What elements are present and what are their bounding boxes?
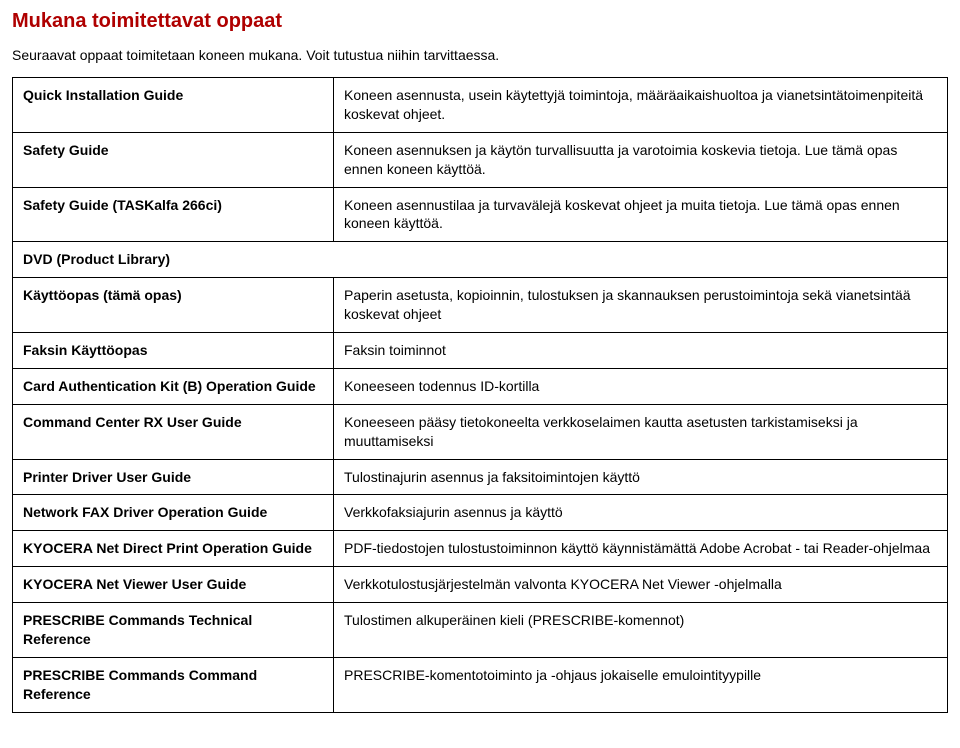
guide-desc: PRESCRIBE-komentotoiminto ja -ohjaus jok…	[334, 657, 948, 712]
guides-table: Quick Installation Guide Koneen asennust…	[12, 77, 948, 713]
page-title: Mukana toimitettavat oppaat	[12, 10, 948, 33]
guide-label: PRESCRIBE Commands Command Reference	[13, 657, 334, 712]
guide-label: Command Center RX User Guide	[13, 404, 334, 459]
table-row: PRESCRIBE Commands Command Reference PRE…	[13, 657, 948, 712]
table-row: Käyttöopas (tämä opas) Paperin asetusta,…	[13, 278, 948, 333]
table-row: Printer Driver User Guide Tulostinajurin…	[13, 459, 948, 495]
guide-desc: PDF-tiedostojen tulostustoiminnon käyttö…	[334, 531, 948, 567]
table-row: KYOCERA Net Viewer User Guide Verkkotulo…	[13, 567, 948, 603]
guide-label: KYOCERA Net Viewer User Guide	[13, 567, 334, 603]
guide-label: Safety Guide (TASKalfa 266ci)	[13, 187, 334, 242]
table-row: Network FAX Driver Operation Guide Verkk…	[13, 495, 948, 531]
section-header-row: DVD (Product Library)	[13, 242, 948, 278]
guide-desc: Verkkotulostusjärjestelmän valvonta KYOC…	[334, 567, 948, 603]
guide-desc: Faksin toiminnot	[334, 333, 948, 369]
guide-label: Quick Installation Guide	[13, 78, 334, 133]
table-row: Card Authentication Kit (B) Operation Gu…	[13, 368, 948, 404]
table-row: Command Center RX User Guide Koneeseen p…	[13, 404, 948, 459]
guide-label: Network FAX Driver Operation Guide	[13, 495, 334, 531]
guide-label: Card Authentication Kit (B) Operation Gu…	[13, 368, 334, 404]
section-header: DVD (Product Library)	[13, 242, 948, 278]
guide-desc: Tulostimen alkuperäinen kieli (PRESCRIBE…	[334, 603, 948, 658]
guide-label: Safety Guide	[13, 132, 334, 187]
guide-desc: Verkkofaksiajurin asennus ja käyttö	[334, 495, 948, 531]
guide-desc: Tulostinajurin asennus ja faksitoimintoj…	[334, 459, 948, 495]
guide-label: KYOCERA Net Direct Print Operation Guide	[13, 531, 334, 567]
guide-desc: Koneeseen pääsy tietokoneelta verkkosela…	[334, 404, 948, 459]
guide-label: Printer Driver User Guide	[13, 459, 334, 495]
table-row: PRESCRIBE Commands Technical Reference T…	[13, 603, 948, 658]
guide-desc: Paperin asetusta, kopioinnin, tulostukse…	[334, 278, 948, 333]
guide-desc: Koneen asennusta, usein käytettyjä toimi…	[334, 78, 948, 133]
guide-label: PRESCRIBE Commands Technical Reference	[13, 603, 334, 658]
guide-label: Faksin Käyttöopas	[13, 333, 334, 369]
guide-desc: Koneen asennustilaa ja turvavälejä koske…	[334, 187, 948, 242]
guide-desc: Koneen asennuksen ja käytön turvallisuut…	[334, 132, 948, 187]
table-row: Safety Guide (TASKalfa 266ci) Koneen ase…	[13, 187, 948, 242]
table-row: Faksin Käyttöopas Faksin toiminnot	[13, 333, 948, 369]
intro-text: Seuraavat oppaat toimitetaan koneen muka…	[12, 47, 948, 63]
table-row: Quick Installation Guide Koneen asennust…	[13, 78, 948, 133]
table-row: Safety Guide Koneen asennuksen ja käytön…	[13, 132, 948, 187]
guide-label: Käyttöopas (tämä opas)	[13, 278, 334, 333]
guide-desc: Koneeseen todennus ID-kortilla	[334, 368, 948, 404]
table-row: KYOCERA Net Direct Print Operation Guide…	[13, 531, 948, 567]
